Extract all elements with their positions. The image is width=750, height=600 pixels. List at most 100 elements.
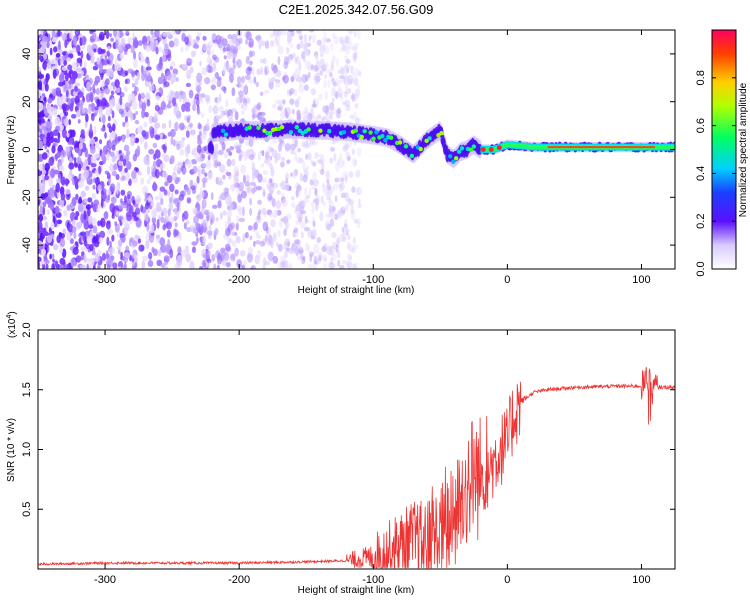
spectrogram-noise-blob — [145, 92, 151, 102]
spectrogram-noise-blob — [329, 101, 335, 111]
spectrogram-noise-blob — [344, 218, 348, 226]
spectrogram-noise-blob — [208, 224, 212, 232]
spectrogram-noise-blob — [46, 209, 50, 215]
colorbar-tick-label: 0.8 — [695, 70, 707, 85]
spectrogram-noise-blob — [118, 160, 123, 167]
spectrogram-noise-blob — [98, 165, 102, 175]
spectrogram-noise-blob — [217, 149, 224, 156]
spectrogram-noise-blob — [63, 118, 69, 127]
spectrogram-noise-blob — [331, 32, 336, 39]
snr-x-tick-label: -200 — [228, 574, 250, 586]
spectrogram-noise-blob — [162, 207, 168, 216]
spectrogram-noise-blob — [100, 217, 106, 228]
spectrogram-noise-blob — [242, 174, 246, 184]
spectrogram-noise-blob — [58, 96, 63, 106]
spectrogram-noise-blob — [301, 141, 306, 148]
spectrogram-noise-blob — [195, 231, 199, 238]
spectrogram-noise-blob — [321, 183, 326, 188]
spectrogram-noise-blob — [69, 212, 76, 221]
spectrogram-noise-blob — [217, 264, 220, 269]
spectrogram-noise-blob — [164, 181, 169, 187]
spectrogram-noise-blob — [343, 74, 349, 80]
snr-y-tick-label: 1.5 — [21, 382, 33, 397]
spectrogram-noise-blob — [69, 238, 74, 245]
spectrogram-noise-blob — [49, 47, 53, 56]
spectrogram-noise-blob — [281, 198, 288, 208]
spectrogram-noise-blob — [245, 56, 250, 65]
spectrogram-noise-blob — [276, 190, 281, 195]
spectrogram-noise-blob — [353, 92, 360, 100]
spectrogram-noise-blob — [350, 205, 355, 215]
spectrogram-noise-blob — [173, 167, 177, 172]
spectrogram-noise-blob — [233, 181, 238, 189]
spectrogram-noise-blob — [314, 151, 319, 160]
spectrogram-noise-blob — [80, 50, 84, 60]
spectrogram-noise-blob — [146, 35, 151, 42]
spectrogram-noise-blob — [140, 64, 144, 75]
spectrogram-noise-blob — [104, 88, 110, 95]
spectrogram-noise-blob — [66, 204, 71, 211]
spectrogram-noise-blob — [58, 165, 65, 172]
spectrogram-noise-blob — [238, 207, 243, 216]
spectrogram-noise-blob — [147, 72, 151, 80]
spectrogram-y-tick-label: 20 — [21, 96, 33, 108]
spectrogram-noise-blob — [305, 49, 311, 56]
spectrogram-noise-blob — [219, 212, 223, 220]
spectrogram-noise-blob — [291, 202, 296, 209]
spectrogram-noise-blob — [173, 216, 178, 222]
spectrogram-noise-blob — [342, 75, 348, 83]
spectrogram-noise-blob — [261, 150, 265, 157]
spectrogram-noise-blob — [121, 175, 126, 181]
spectrogram-noise-blob — [308, 186, 312, 197]
spectrogram-ridge-peak — [306, 127, 311, 132]
spectrogram-noise-blob — [354, 42, 360, 47]
spectrogram-noise-blob — [160, 263, 166, 268]
spectrogram-noise-blob — [117, 239, 123, 247]
spectrogram-noise-blob — [279, 138, 284, 144]
spectrogram-noise-blob — [115, 86, 121, 94]
spectrogram-noise-blob — [41, 41, 47, 46]
spectrogram-noise-blob — [321, 184, 327, 193]
spectrogram-noise-blob — [352, 237, 357, 245]
spectrogram-noise-blob — [343, 66, 348, 76]
spectrogram-noise-blob — [286, 159, 291, 164]
spectrogram-noise-blob — [336, 57, 339, 67]
spectrogram-noise-blob — [80, 246, 86, 251]
spectrogram-noise-blob — [170, 61, 176, 68]
spectrogram-noise-blob — [51, 253, 55, 260]
spectrogram-noise-blob — [86, 236, 93, 244]
spectrogram-noise-blob — [162, 32, 167, 38]
spectrogram-noise-blob — [77, 91, 84, 98]
spectrogram-noise-blob — [126, 128, 130, 139]
spectrogram-noise-blob — [346, 152, 351, 162]
spectrogram-noise-blob — [72, 246, 79, 255]
spectrogram-noise-blob — [202, 219, 208, 228]
spectrogram-noise-blob — [277, 261, 283, 269]
spectrogram-noise-blob — [294, 89, 298, 97]
spectrogram-noise-blob — [181, 137, 186, 142]
spectrogram-noise-blob — [200, 168, 206, 175]
spectrogram-noise-blob — [185, 44, 189, 51]
spectrogram-noise-blob — [308, 30, 315, 33]
spectrogram-noise-blob — [180, 140, 185, 148]
spectrogram-noise-blob — [305, 42, 312, 47]
spectrogram-noise-blob — [121, 135, 126, 143]
spectrogram-noise-blob — [280, 30, 287, 36]
spectrogram-noise-blob — [295, 156, 302, 164]
spectrogram-noise-blob — [288, 185, 292, 192]
spectrogram-noise-blob — [303, 196, 310, 204]
spectrogram-noise-blob — [304, 215, 308, 224]
spectrogram-noise-blob — [278, 104, 284, 112]
spectrogram-noise-blob — [341, 158, 345, 168]
spectrogram-noise-blob — [162, 170, 167, 177]
spectrogram-noise-blob — [346, 155, 351, 162]
spectrogram-noise-blob — [136, 145, 141, 155]
spectrogram-noise-blob — [140, 177, 145, 185]
spectrogram-noise-blob — [151, 246, 155, 253]
spectrogram-noise-blob — [38, 54, 42, 61]
spectrogram-noise-blob — [185, 130, 190, 138]
spectrogram-noise-blob — [105, 250, 109, 261]
spectrogram-noise-blob — [155, 46, 159, 55]
spectrogram-noise-blob — [246, 252, 253, 263]
spectrogram-noise-blob — [124, 195, 127, 203]
